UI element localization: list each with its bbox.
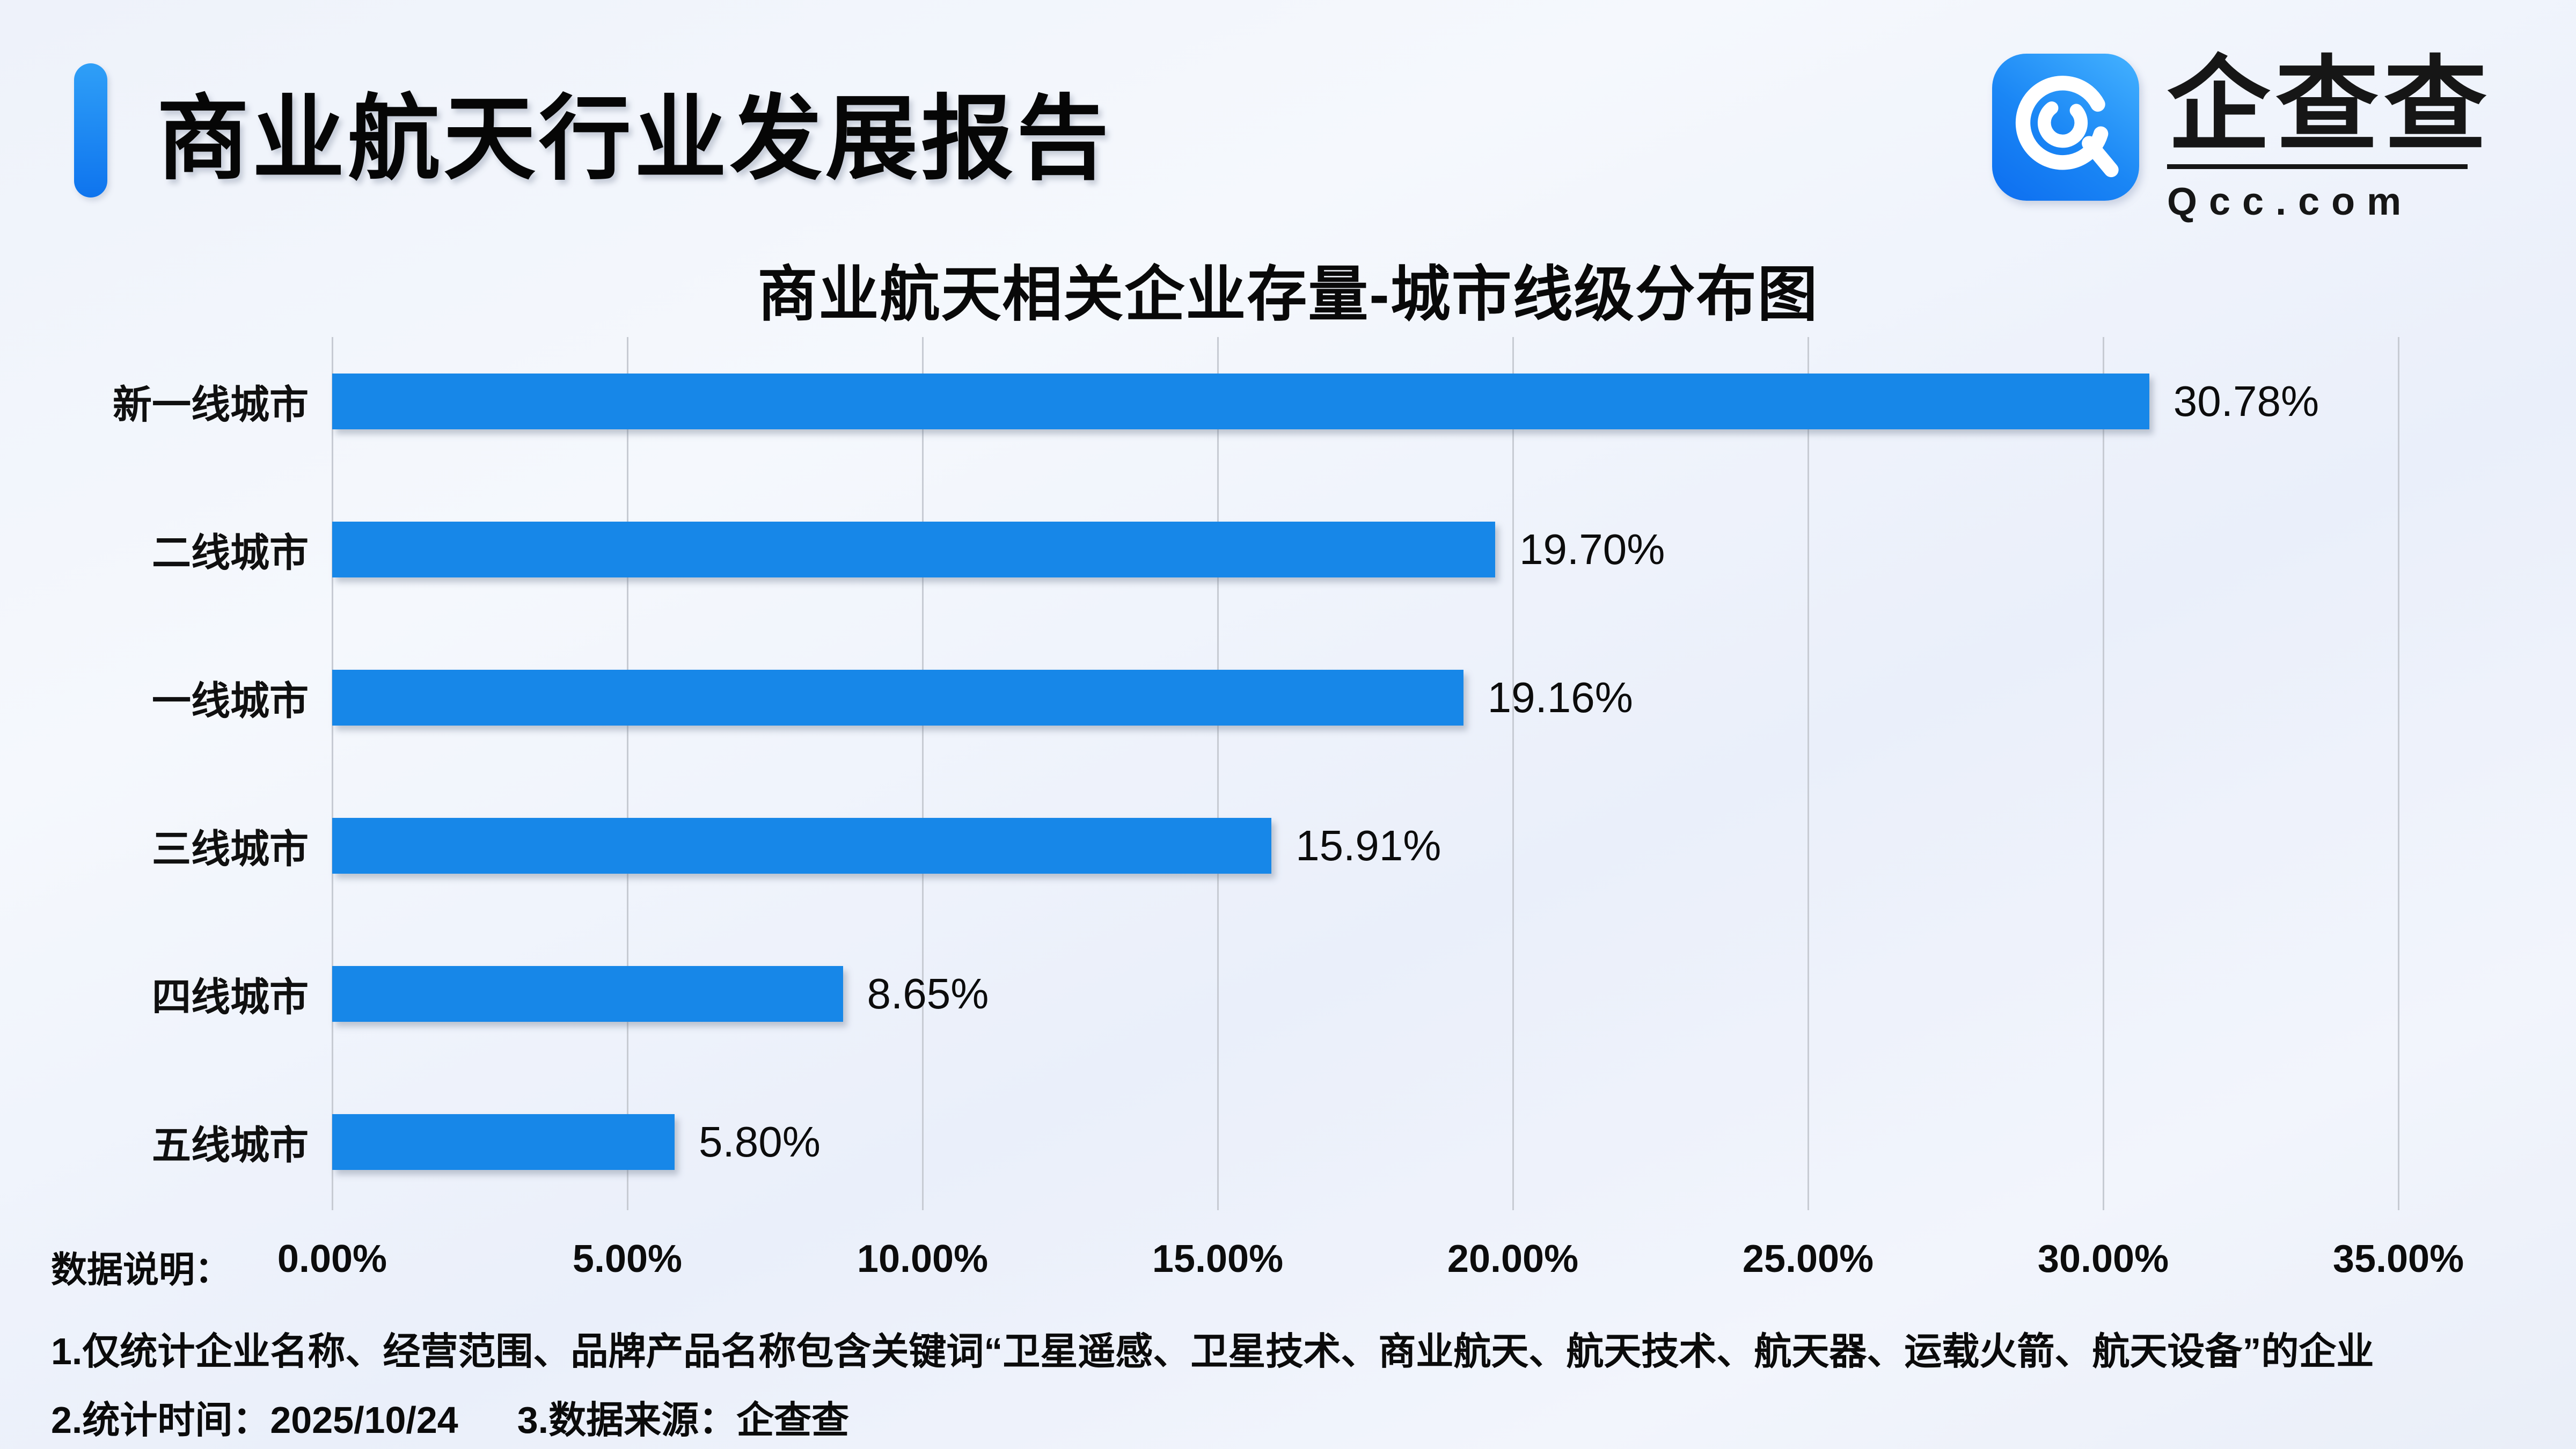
bar-track: 15.91% <box>332 818 2398 874</box>
bar-row: 三线城市 15.91% <box>0 772 2398 920</box>
data-note-label: 数据说明： <box>51 1250 231 1290</box>
bar <box>332 522 1495 577</box>
value-label: 19.16% <box>1487 674 1633 721</box>
category-label: 一线城市 <box>152 679 309 723</box>
gridline <box>1807 337 1809 1210</box>
bar <box>332 670 1463 726</box>
gridline <box>2103 337 2104 1210</box>
bar <box>332 818 1272 874</box>
x-axis: 0.00% 5.00% 10.00% 15.00% 20.00% 25.00% 30.00%… <box>277 1237 2464 1296</box>
qcc-logo: 企查查 Qcc.com <box>1992 54 2492 224</box>
x-axis-tick-label: 25.00% <box>1742 1238 1874 1280</box>
gridline <box>627 337 628 1210</box>
bar-track: 30.78% <box>332 374 2398 429</box>
bar-row: 二线城市 19.70% <box>0 475 2398 624</box>
category-label: 三线城市 <box>152 828 309 871</box>
qcc-logo-underline <box>2167 164 2468 169</box>
x-axis-tick-label: 5.00% <box>572 1238 683 1280</box>
gridline <box>2398 337 2399 1210</box>
x-axis-tick-label: 15.00% <box>1152 1238 1284 1280</box>
gridline <box>1512 337 1514 1210</box>
qcc-logo-name-cn: 企查查 <box>2167 47 2492 163</box>
qcc-q-mark-icon <box>1992 54 2139 201</box>
qcc-logo-text: 企查查 Qcc.com <box>2167 54 2492 224</box>
bar-row: 新一线城市 30.78% <box>0 327 2398 475</box>
bar-track: 19.70% <box>332 522 2398 577</box>
gridline <box>332 337 333 1210</box>
qcc-logo-name-en: Qcc.com <box>2167 180 2413 223</box>
bar-chart: 新一线城市 30.78% 二线城市 19.70% 一线城市 19.16% 三线城市 15.91… <box>0 327 2398 1216</box>
value-label: 19.70% <box>1519 525 1665 573</box>
category-label: 四线城市 <box>152 976 309 1019</box>
bar <box>332 1114 675 1170</box>
category-label: 五线城市 <box>152 1124 309 1167</box>
chart-title: 商业航天相关企业存量-城市线级分布图 <box>757 261 1819 328</box>
bar <box>332 374 2149 429</box>
x-axis-tick-label: 35.00% <box>2332 1238 2464 1280</box>
gridline <box>922 337 924 1210</box>
value-label: 5.80% <box>699 1118 821 1166</box>
value-label: 15.91% <box>1296 822 1441 869</box>
title-accent-bar <box>74 63 107 197</box>
footer-note-1: 1.仅统计企业名称、经营范围、品牌产品名称包含关键词“卫星遥感、卫星技术、商业航… <box>51 1330 2374 1372</box>
value-label: 30.78% <box>2173 377 2319 425</box>
page-title: 商业航天行业发展报告 <box>157 87 1112 191</box>
bar-track: 19.16% <box>332 670 2398 726</box>
x-axis-tick-label: 0.00% <box>277 1238 387 1280</box>
bar <box>332 966 843 1022</box>
category-label: 二线城市 <box>152 531 309 575</box>
bar-row: 一线城市 19.16% <box>0 624 2398 772</box>
bar-track: 5.80% <box>332 1114 2398 1170</box>
x-axis-tick-label: 30.00% <box>2037 1238 2169 1280</box>
gridlines <box>332 337 2399 1210</box>
category-label: 新一线城市 <box>113 383 309 427</box>
footer-note-time: 2.统计时间：2025/10/24 <box>51 1399 458 1441</box>
footer-note-source: 3.数据来源：企查查 <box>517 1399 850 1441</box>
x-axis-tick-label: 20.00% <box>1447 1238 1579 1280</box>
bar-row: 五线城市 5.80% <box>0 1068 2398 1216</box>
bar-track: 8.65% <box>332 966 2398 1022</box>
x-axis-tick-label: 10.00% <box>857 1238 989 1280</box>
bar-row: 四线城市 8.65% <box>0 920 2398 1068</box>
value-label: 8.65% <box>867 970 989 1018</box>
footer-note-2: 2.统计时间：2025/10/24 3.数据来源：企查查 <box>51 1390 849 1444</box>
gridline <box>1217 337 1219 1210</box>
